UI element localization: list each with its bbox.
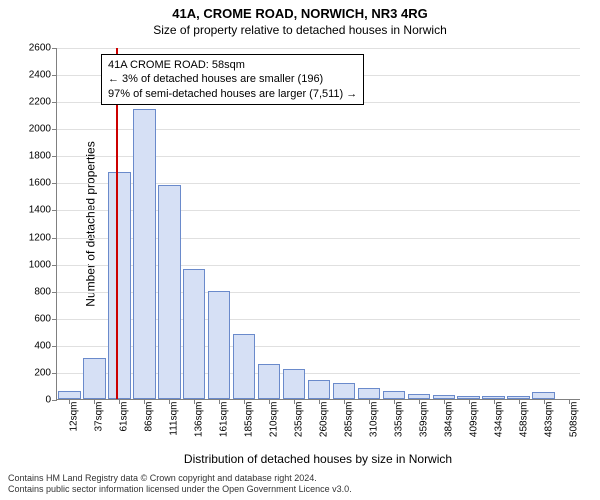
plot-area: Number of detached properties 0200400600… [56, 48, 580, 400]
ytick [52, 102, 57, 103]
ytick-label: 2000 [17, 124, 51, 135]
ytick-label: 1200 [17, 232, 51, 243]
ytick [52, 183, 57, 184]
histogram-bar [208, 291, 230, 399]
histogram-bar [158, 185, 180, 399]
ytick-label: 2600 [17, 43, 51, 54]
histogram-bar [358, 388, 380, 399]
footer-attribution: Contains HM Land Registry data © Crown c… [8, 473, 352, 496]
ytick [52, 400, 57, 401]
xtick-label: 285sqm [343, 402, 354, 438]
chart-title: 41A, CROME ROAD, NORWICH, NR3 4RG [0, 0, 600, 21]
xtick-label: 86sqm [144, 402, 155, 432]
ytick [52, 319, 57, 320]
xtick-label: 161sqm [219, 402, 230, 438]
histogram-bar [308, 380, 330, 399]
histogram-bar [258, 364, 280, 399]
ytick [52, 210, 57, 211]
xtick-label: 508sqm [568, 402, 579, 438]
histogram-bar [58, 391, 80, 399]
annotation-line3: 97% of semi-detached houses are larger (… [108, 87, 357, 101]
footer-line1: Contains HM Land Registry data © Crown c… [8, 473, 352, 485]
chart-subtitle: Size of property relative to detached ho… [0, 21, 600, 41]
histogram-bar [383, 391, 405, 399]
ytick-label: 1000 [17, 259, 51, 270]
ytick [52, 292, 57, 293]
xtick-label: 434sqm [493, 402, 504, 438]
ytick [52, 265, 57, 266]
xtick-label: 483sqm [543, 402, 554, 438]
xtick-label: 409sqm [468, 402, 479, 438]
ytick [52, 238, 57, 239]
x-axis-label: Distribution of detached houses by size … [184, 452, 452, 466]
histogram-bar [108, 172, 130, 399]
ytick-label: 800 [17, 286, 51, 297]
xtick-label: 458sqm [518, 402, 529, 438]
ytick-label: 1600 [17, 178, 51, 189]
xtick-label: 210sqm [269, 402, 280, 438]
xtick-label: 384sqm [443, 402, 454, 438]
xtick-label: 136sqm [194, 402, 205, 438]
gridline [57, 48, 580, 49]
ytick-label: 0 [17, 395, 51, 406]
ytick-label: 2400 [17, 70, 51, 81]
xtick-label: 37sqm [94, 402, 105, 432]
xtick-label: 310sqm [368, 402, 379, 438]
ytick [52, 75, 57, 76]
histogram-bar [183, 269, 205, 399]
xtick-label: 359sqm [418, 402, 429, 438]
ytick-label: 1400 [17, 205, 51, 216]
ytick-label: 2200 [17, 97, 51, 108]
ytick-label: 600 [17, 313, 51, 324]
histogram-bar [133, 109, 155, 399]
ytick [52, 48, 57, 49]
histogram-bar [532, 392, 554, 399]
histogram-bar [333, 383, 355, 399]
histogram-plot: 0200400600800100012001400160018002000220… [56, 48, 580, 400]
ytick-label: 400 [17, 340, 51, 351]
xtick-label: 111sqm [169, 402, 180, 436]
annotation-line1: 41A CROME ROAD: 58sqm [108, 58, 357, 72]
ytick-label: 1800 [17, 151, 51, 162]
histogram-bar [233, 334, 255, 399]
xtick-label: 61sqm [119, 402, 130, 432]
xtick-label: 12sqm [69, 402, 80, 432]
annotation-box: 41A CROME ROAD: 58sqm ← 3% of detached h… [101, 54, 364, 105]
ytick [52, 346, 57, 347]
histogram-bar [283, 369, 305, 399]
ytick [52, 373, 57, 374]
histogram-bar [83, 358, 105, 399]
ytick-label: 200 [17, 367, 51, 378]
xtick-label: 185sqm [244, 402, 255, 438]
footer-line2: Contains public sector information licen… [8, 484, 352, 496]
xtick-label: 260sqm [319, 402, 330, 438]
annotation-line2: ← 3% of detached houses are smaller (196… [108, 72, 357, 86]
xtick-label: 235sqm [294, 402, 305, 438]
xtick-label: 335sqm [393, 402, 404, 438]
ytick [52, 156, 57, 157]
ytick [52, 129, 57, 130]
